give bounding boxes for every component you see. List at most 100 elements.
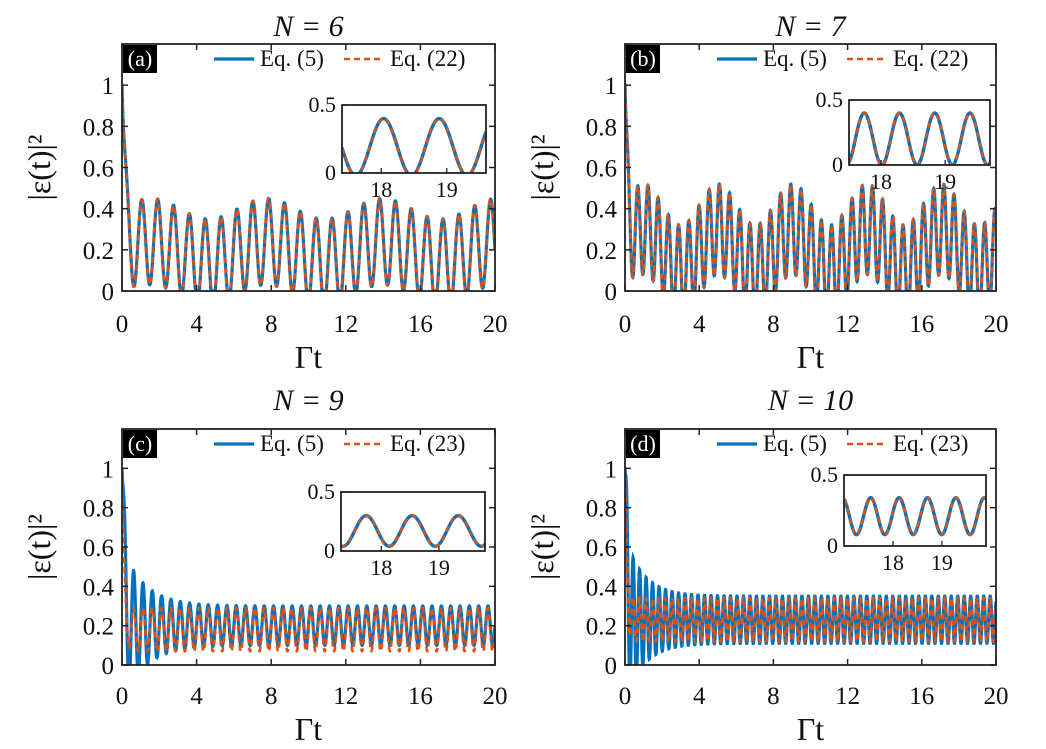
inset-y-tick-label: 0.5: [309, 92, 337, 117]
y-tick-label: 0.6: [586, 156, 617, 183]
inset-frame: [843, 474, 987, 547]
y-tick-label: 0.6: [586, 535, 617, 562]
y-tick-label: 0: [605, 279, 618, 306]
x-tick-label: 20: [984, 683, 1009, 710]
x-tick-label: 20: [984, 311, 1009, 338]
legend-entry-eq5: Eq. (5): [763, 431, 827, 456]
y-tick-label: 0: [605, 653, 618, 680]
panel-c: N = 9 0 4 8 12 16 20 0 0.2 0.4 0.6 0.8 1 Γt |ε(t)|² (c)…: [21, 384, 508, 747]
legend: Eq. (5) Eq. (22): [717, 46, 968, 71]
y-tick-label: 0.6: [83, 535, 114, 562]
x-axis-label: Γt: [797, 711, 825, 747]
inset-x-tick-label: 18: [370, 555, 392, 580]
x-tick-label: 8: [767, 683, 780, 710]
x-tick-label: 8: [265, 311, 278, 338]
y-tick-label: 0.8: [83, 496, 114, 523]
panel-title: N = 7: [774, 10, 847, 43]
inset-y-tick-label: 0.5: [308, 479, 336, 504]
inset-x-tick-label: 18: [370, 177, 392, 202]
panel-label: (b): [626, 45, 660, 73]
svg-text:(d): (d): [630, 431, 656, 456]
legend: Eq. (5) Eq. (22): [214, 46, 465, 71]
panel-label: (a): [123, 45, 157, 73]
y-tick-label: 0.2: [83, 238, 114, 265]
x-tick-label: 12: [835, 683, 860, 710]
y-axis-label: |ε(t)|²: [21, 514, 57, 580]
x-tick-label: 20: [483, 311, 508, 338]
y-tick-label: 0.4: [586, 197, 618, 224]
panel-title: N = 9: [272, 384, 343, 417]
inset-plot: 18 19 0 0.5: [811, 462, 987, 575]
panel-label: (d): [626, 430, 660, 458]
x-axis-label: Γt: [295, 711, 323, 747]
y-axis-label: |ε(t)|²: [524, 134, 560, 200]
x-tick-label: 4: [190, 311, 203, 338]
y-tick-label: 0.8: [586, 496, 617, 523]
x-tick-label: 16: [408, 683, 433, 710]
y-tick-label: 0.8: [83, 114, 114, 141]
inset-series-line: [341, 514, 485, 548]
panel-d: N = 10 0 4 8 12 16 20 0 0.2 0.4 0.6 0.8 1 Γt |ε(t)|² (d…: [524, 384, 1009, 747]
y-tick-label: 0.6: [83, 156, 114, 183]
y-tick-label: 0.4: [83, 197, 115, 224]
y-tick-label: 0.4: [586, 574, 618, 601]
inset-y-tick-label: 0.5: [816, 87, 844, 112]
y-tick-label: 1: [605, 73, 618, 100]
y-tick-label: 1: [102, 73, 115, 100]
x-tick-label: 12: [333, 683, 358, 710]
legend-entry-eq-alt: Eq. (23): [390, 431, 465, 456]
inset-y-tick-label: 0.5: [811, 462, 839, 487]
inset-y-tick-label: 0: [832, 152, 843, 177]
x-tick-label: 16: [909, 311, 934, 338]
svg-text:(c): (c): [128, 431, 152, 456]
x-tick-label: 0: [619, 311, 632, 338]
series-line-eq-alt: [122, 467, 495, 653]
inset-y-tick-label: 0: [324, 538, 335, 563]
inset-y-tick-label: 0: [325, 160, 336, 185]
legend: Eq. (5) Eq. (23): [717, 431, 968, 456]
inset-x-tick-label: 19: [934, 169, 956, 194]
x-tick-label: 8: [265, 683, 278, 710]
inset-frame: [341, 104, 487, 174]
panel-title: N = 10: [767, 384, 853, 417]
inset-x-tick-label: 19: [931, 550, 953, 575]
inset-plot: 18 19 0 0.5: [308, 479, 486, 580]
x-tick-label: 8: [767, 311, 780, 338]
inset-x-tick-label: 18: [870, 169, 892, 194]
inset-plot: 18 19 0 0.5: [816, 87, 991, 194]
svg-text:(b): (b): [630, 46, 656, 71]
legend-entry-eq-alt: Eq. (22): [893, 46, 968, 71]
inset-frame: [340, 491, 486, 552]
x-tick-label: 0: [619, 683, 632, 710]
y-tick-label: 0.4: [83, 574, 115, 601]
legend-entry-eq-alt: Eq. (23): [893, 431, 968, 456]
y-tick-label: 0: [102, 653, 115, 680]
x-tick-label: 4: [190, 683, 203, 710]
y-tick-label: 0: [102, 279, 115, 306]
x-tick-label: 0: [116, 311, 129, 338]
x-tick-label: 4: [693, 311, 706, 338]
y-tick-label: 0.2: [586, 238, 617, 265]
series-line-eq-alt: [625, 82, 996, 291]
inset-plot: 18 19 0 0.5: [309, 92, 487, 202]
inset-y-tick-label: 0: [827, 533, 838, 558]
y-tick-label: 0.8: [586, 114, 617, 141]
x-tick-label: 16: [408, 311, 433, 338]
inset-frame: [848, 99, 991, 166]
x-axis-label: Γt: [797, 339, 825, 375]
x-tick-label: 16: [909, 683, 934, 710]
y-tick-label: 1: [605, 456, 618, 483]
inset-x-tick-label: 19: [436, 177, 458, 202]
inset-series-line: [844, 496, 986, 536]
y-tick-label: 0.2: [586, 614, 617, 641]
legend-entry-eq5: Eq. (5): [260, 431, 324, 456]
panel-b: N = 7 0 4 8 12 16 20 0 0.2 0.4 0.6 0.8 1 Γt |ε(t)|² (b)…: [524, 10, 1009, 375]
x-tick-label: 12: [835, 311, 860, 338]
y-axis-label: |ε(t)|²: [21, 134, 57, 200]
y-tick-label: 0.2: [83, 614, 114, 641]
legend-entry-eq5: Eq. (5): [260, 46, 324, 71]
y-tick-label: 1: [102, 456, 115, 483]
inset-series-line: [342, 117, 486, 173]
inset-series-line: [849, 111, 990, 165]
